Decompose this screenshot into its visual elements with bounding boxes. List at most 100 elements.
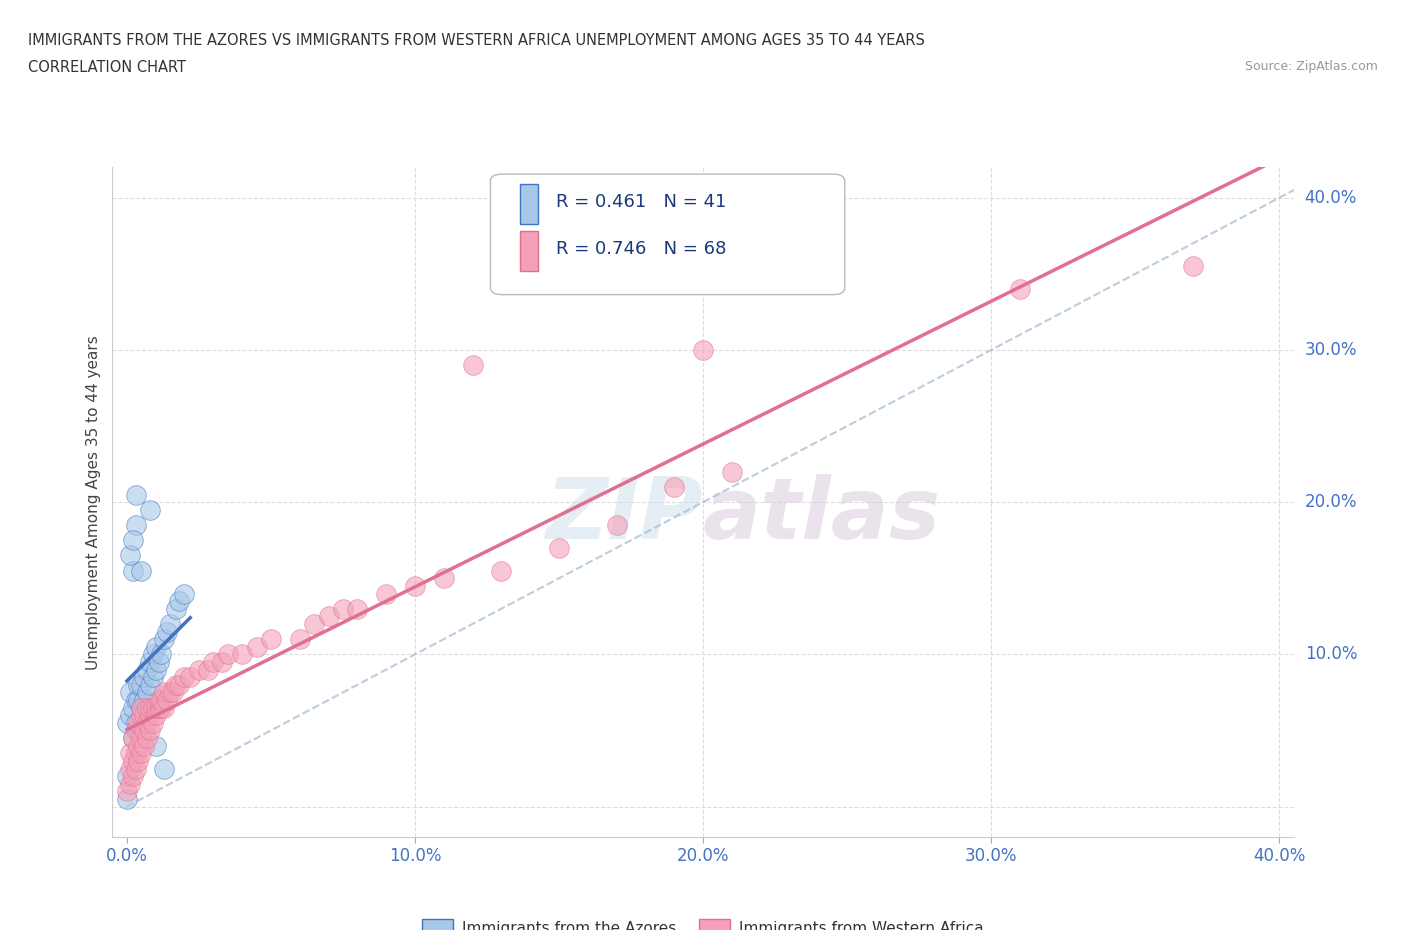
Point — [548, 540, 571, 555]
Point — [129, 677, 152, 692]
Point — [121, 533, 143, 548]
Point — [129, 700, 152, 715]
Point — [145, 700, 167, 715]
Point — [1181, 259, 1204, 273]
Point — [129, 731, 152, 746]
Point — [118, 761, 141, 776]
Point — [136, 700, 159, 715]
Point — [165, 602, 187, 617]
Point — [115, 784, 138, 799]
FancyBboxPatch shape — [491, 174, 845, 295]
Point — [129, 700, 152, 715]
Point — [145, 639, 167, 654]
Point — [118, 708, 141, 723]
Legend: Immigrants from the Azores, Immigrants from Western Africa: Immigrants from the Azores, Immigrants f… — [416, 913, 990, 930]
Point — [136, 685, 159, 700]
Point — [139, 502, 162, 517]
Point — [332, 602, 354, 617]
Point — [127, 715, 149, 730]
Text: 20.0%: 20.0% — [1305, 493, 1357, 512]
Point — [217, 647, 239, 662]
Point — [124, 746, 146, 761]
Point — [124, 487, 146, 502]
Point — [124, 715, 146, 730]
Text: R = 0.461   N = 41: R = 0.461 N = 41 — [555, 193, 727, 211]
FancyBboxPatch shape — [520, 231, 538, 272]
Point — [136, 662, 159, 677]
Point — [150, 700, 173, 715]
Point — [142, 647, 165, 662]
Point — [165, 677, 187, 692]
Point — [127, 723, 149, 737]
Point — [127, 693, 149, 708]
Point — [124, 693, 146, 708]
Text: ZIP: ZIP — [546, 474, 703, 557]
Point — [139, 700, 162, 715]
Point — [145, 708, 167, 723]
Point — [124, 723, 146, 737]
Point — [461, 358, 484, 373]
Point — [606, 518, 628, 533]
Y-axis label: Unemployment Among Ages 35 to 44 years: Unemployment Among Ages 35 to 44 years — [86, 335, 101, 670]
Point — [134, 738, 156, 753]
Point — [664, 480, 686, 495]
Point — [148, 693, 170, 708]
Point — [245, 639, 267, 654]
Point — [375, 586, 398, 601]
Point — [156, 693, 179, 708]
Point — [136, 715, 159, 730]
Point — [127, 677, 149, 692]
Point — [142, 715, 165, 730]
Point — [121, 564, 143, 578]
Point — [118, 685, 141, 700]
Point — [318, 609, 340, 624]
Point — [162, 685, 184, 700]
Point — [142, 670, 165, 684]
Point — [139, 677, 162, 692]
Point — [118, 746, 141, 761]
Point — [231, 647, 253, 662]
Point — [129, 746, 152, 761]
Point — [202, 655, 225, 670]
Point — [433, 571, 456, 586]
Point — [150, 647, 173, 662]
Point — [173, 586, 195, 601]
Point — [150, 693, 173, 708]
Point — [153, 700, 176, 715]
FancyBboxPatch shape — [520, 184, 538, 224]
Point — [139, 655, 162, 670]
Point — [136, 731, 159, 746]
Point — [260, 631, 283, 646]
Point — [121, 753, 143, 768]
Text: Source: ZipAtlas.com: Source: ZipAtlas.com — [1244, 60, 1378, 73]
Point — [139, 723, 162, 737]
Point — [139, 708, 162, 723]
Point — [167, 593, 190, 608]
Point — [134, 708, 156, 723]
Text: R = 0.746   N = 68: R = 0.746 N = 68 — [555, 240, 727, 259]
Point — [115, 791, 138, 806]
Point — [145, 738, 167, 753]
Point — [346, 602, 368, 617]
Point — [153, 631, 176, 646]
Point — [115, 769, 138, 784]
Point — [211, 655, 233, 670]
Point — [288, 631, 311, 646]
Point — [124, 518, 146, 533]
Point — [491, 564, 513, 578]
Text: atlas: atlas — [703, 474, 941, 557]
Point — [134, 723, 156, 737]
Point — [173, 670, 195, 684]
Point — [129, 564, 152, 578]
Point — [118, 548, 141, 563]
Point — [720, 464, 742, 479]
Text: IMMIGRANTS FROM THE AZORES VS IMMIGRANTS FROM WESTERN AFRICA UNEMPLOYMENT AMONG : IMMIGRANTS FROM THE AZORES VS IMMIGRANTS… — [28, 33, 925, 47]
Point — [159, 685, 181, 700]
Point — [179, 670, 201, 684]
Point — [121, 700, 143, 715]
Point — [159, 617, 181, 631]
Text: 40.0%: 40.0% — [1305, 189, 1357, 206]
Point — [127, 738, 149, 753]
Point — [127, 753, 149, 768]
Text: CORRELATION CHART: CORRELATION CHART — [28, 60, 186, 75]
